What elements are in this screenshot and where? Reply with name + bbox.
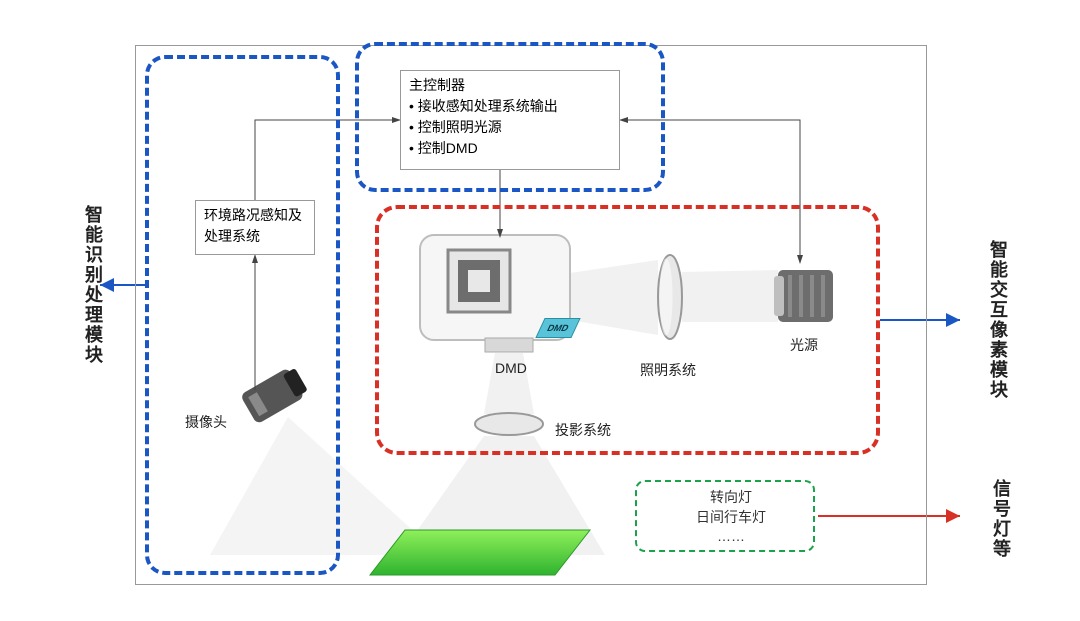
label-projection: 投影系统 [555, 420, 611, 440]
controller-items: • 接收感知处理系统输出• 控制照明光源• 控制DMD [409, 96, 611, 159]
side-label-right-bot: 信号灯等 [988, 479, 1014, 559]
controller-item: • 控制DMD [409, 138, 611, 159]
side-label-right-top: 智能交互像素模块 [985, 240, 1011, 400]
signal-light-item: 转向灯 [653, 488, 809, 508]
perception-box: 环境路况感知及处理系统 [195, 200, 315, 255]
controller-title: 主控制器 [409, 75, 611, 96]
label-camera: 摄像头 [185, 412, 227, 432]
side-label-left: 智能识别处理模块 [80, 205, 106, 365]
label-dmd: DMD [495, 360, 527, 376]
perception-title: 环境路况感知及处理系统 [204, 207, 302, 244]
diagram-stage: 主控制器 • 接收感知处理系统输出• 控制照明光源• 控制DMD 环境路况感知及… [0, 0, 1080, 621]
signal-light-list: 转向灯日间行车灯…… [653, 488, 809, 547]
controller-item: • 接收感知处理系统输出 [409, 96, 611, 117]
controller-box: 主控制器 • 接收感知处理系统输出• 控制照明光源• 控制DMD [400, 70, 620, 170]
controller-item: • 控制照明光源 [409, 117, 611, 138]
signal-light-item: …… [653, 527, 809, 547]
module-recognition [145, 55, 340, 575]
label-illumination: 照明系统 [640, 360, 696, 380]
label-light-source: 光源 [790, 335, 818, 355]
module-pixel [375, 205, 880, 455]
signal-light-item: 日间行车灯 [653, 508, 809, 528]
